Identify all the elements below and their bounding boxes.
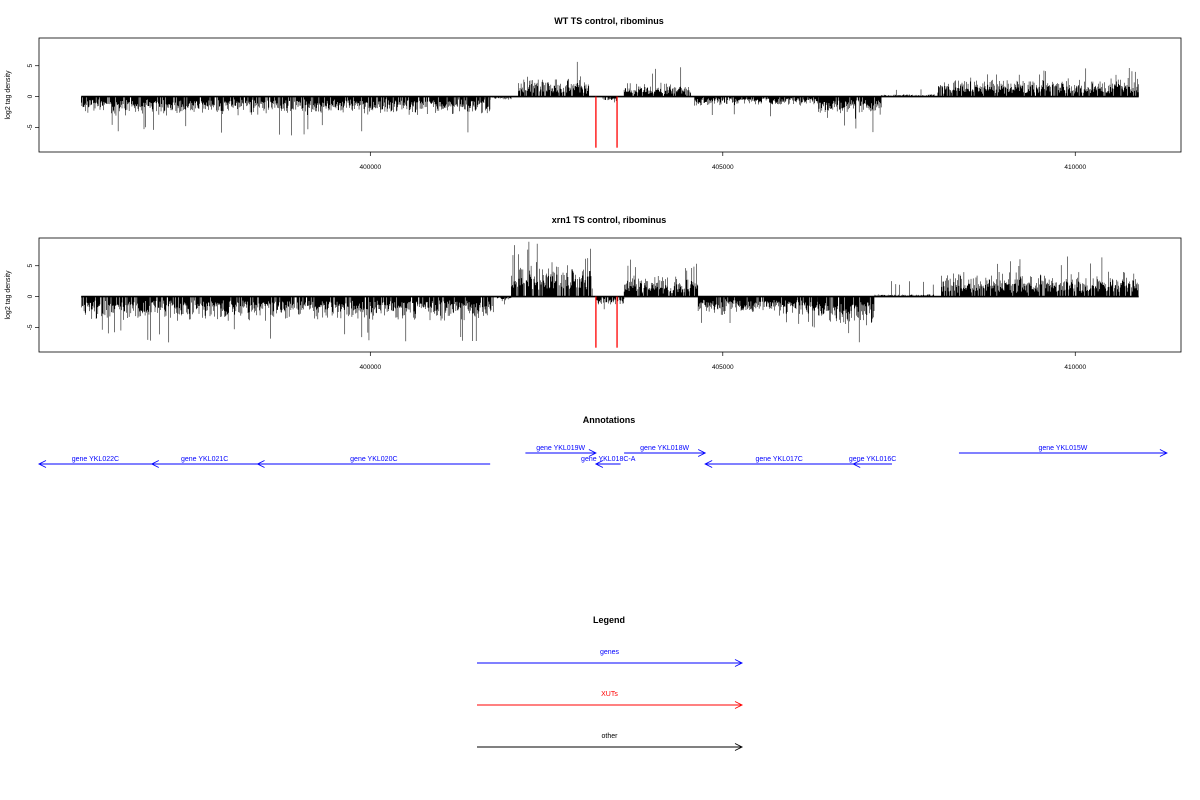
gene-annotation: gene YKL021C <box>150 456 258 468</box>
x-tick-label: 405000 <box>712 364 734 371</box>
density-bar-group <box>496 296 512 305</box>
y-tick-label: 5 <box>27 64 34 68</box>
gene-annotation: gene YKL019W <box>525 445 597 457</box>
density-bar-group <box>881 89 935 97</box>
legend-label: XUTs <box>601 691 618 698</box>
annotation-track: Annotations gene YKL022C gene YKL021C gene… <box>37 415 1168 468</box>
gene-annotation: gene YKL020C <box>256 456 491 468</box>
gene-label: gene YKL020C <box>350 456 397 463</box>
gene-annotation: gene YKL015W <box>958 445 1168 457</box>
density-bars <box>81 61 1139 148</box>
x-tick-label: 405000 <box>712 164 734 171</box>
arrowhead-icon <box>704 460 713 468</box>
gene-annotation: gene YKL016C <box>849 456 896 468</box>
density-bar-group <box>623 67 691 97</box>
gene-label: gene YKL022C <box>72 456 119 463</box>
density-bar-group <box>518 61 590 97</box>
gene-label: gene YKL018C-A <box>581 456 636 463</box>
plot-frame <box>38 237 1182 353</box>
density-bar-group <box>81 96 491 136</box>
gene-label: gene YKL019W <box>536 445 585 452</box>
x-tick-label: 410000 <box>1064 364 1086 371</box>
gene-arrows: gene YKL022C gene YKL021C gene YKL020C gene… <box>37 445 1168 468</box>
legend-title: Legend <box>593 615 625 625</box>
arrowhead-icon <box>852 460 861 468</box>
gene-annotation: gene YKL018W <box>624 445 707 457</box>
x-tick-label: 400000 <box>359 364 381 371</box>
legend: Legend genes XUTs other <box>477 615 744 751</box>
density-bar-group <box>874 281 935 297</box>
gene-label: gene YKL016C <box>849 456 896 463</box>
axes: -5 0 5 400000 405000 410000 <box>27 64 1086 171</box>
arrowhead-icon <box>734 659 744 667</box>
axes: -5 0 5 400000 405000 410000 <box>27 264 1086 371</box>
y-tick-label: -5 <box>27 324 34 330</box>
wt-density-panel: WT TS control, ribominus log2 tag densit… <box>5 16 1182 171</box>
arrowhead-icon <box>37 460 47 468</box>
annotations-title: Annotations <box>583 415 636 425</box>
density-bar-group <box>697 296 818 328</box>
panel-title: WT TS control, ribominus <box>554 16 664 26</box>
x-tick-label: 410000 <box>1064 164 1086 171</box>
density-bar-group <box>694 96 819 117</box>
y-tick-label: 5 <box>27 264 34 268</box>
y-tick-label: -5 <box>27 124 34 130</box>
density-bar-group <box>623 259 699 297</box>
panel-title: xrn1 TS control, ribominus <box>552 215 667 225</box>
y-tick-label: 0 <box>27 94 34 98</box>
density-bar-group <box>818 96 882 133</box>
gene-label: gene YKL017C <box>756 456 803 463</box>
plot-frame <box>38 37 1182 153</box>
arrowhead-icon <box>256 460 265 468</box>
legend-item: other <box>477 733 744 751</box>
y-axis-label: log2 tag density <box>5 270 12 320</box>
legend-label: other <box>602 733 619 740</box>
arrowhead-icon <box>734 743 744 751</box>
gene-label: gene YKL015W <box>1038 445 1087 452</box>
x-tick-label: 400000 <box>359 164 381 171</box>
gene-annotation: gene YKL017C <box>704 456 854 468</box>
density-bar-group <box>595 296 625 310</box>
density-bar-group <box>81 296 494 343</box>
density-bar-group <box>941 256 1139 297</box>
gene-annotation: gene YKL022C <box>37 456 152 468</box>
y-tick-label: 0 <box>27 294 34 298</box>
density-bars <box>81 241 1139 348</box>
arrowhead-icon <box>588 449 597 457</box>
legend-items: genes XUTs other <box>477 649 744 751</box>
density-bar-group <box>602 96 617 103</box>
gene-label: gene YKL021C <box>181 456 228 463</box>
y-axis-label: log2 tag density <box>5 70 12 120</box>
gene-annotation: gene YKL018C-A <box>581 456 636 468</box>
density-bar-group <box>937 67 1139 97</box>
arrowhead-icon <box>594 460 604 468</box>
gene-label: gene YKL018W <box>640 445 689 452</box>
legend-item: XUTs <box>477 691 744 709</box>
legend-item: genes <box>477 649 744 667</box>
arrowhead-icon <box>697 449 707 457</box>
legend-label: genes <box>600 649 620 656</box>
arrowhead-icon <box>734 701 744 709</box>
arrowhead-icon <box>1159 449 1168 457</box>
xrn1-density-panel: xrn1 TS control, ribominus log2 tag dens… <box>5 215 1182 371</box>
density-bar-group <box>817 296 875 343</box>
density-bar-group <box>511 241 593 297</box>
arrowhead-icon <box>150 460 159 468</box>
